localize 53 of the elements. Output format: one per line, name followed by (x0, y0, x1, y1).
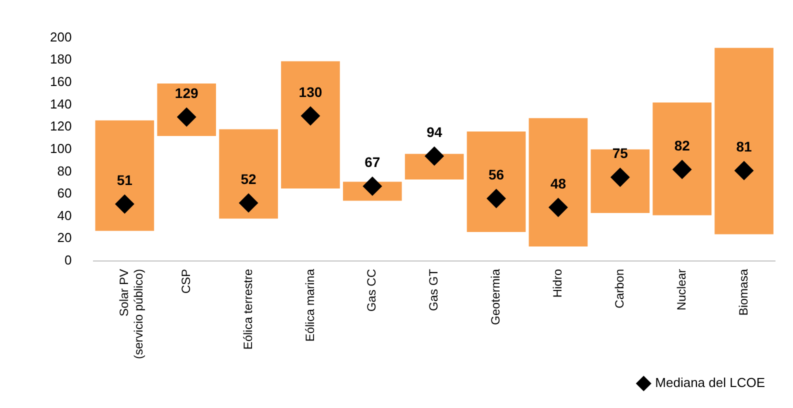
bar (466, 132, 526, 232)
data-label: 56 (488, 166, 504, 182)
point (115, 194, 134, 214)
x-tick-label: Eólica marina (302, 268, 317, 342)
point (734, 161, 754, 180)
point (300, 106, 320, 126)
y-tick-label: 80 (57, 163, 72, 178)
data-label: 81 (736, 138, 752, 154)
x-tick-label: Gas CC (364, 268, 379, 312)
data-label: 94 (426, 124, 442, 140)
point (239, 193, 258, 212)
x-tick-label: Carbon (612, 268, 626, 308)
x-tick-label: CSP (178, 268, 193, 294)
bar (652, 102, 712, 216)
y-tick-label: 160 (50, 74, 72, 90)
point (672, 160, 692, 179)
y-tick-label: 120 (50, 118, 72, 134)
data-label: 129 (174, 84, 198, 101)
y-tick-label: 100 (50, 140, 72, 156)
y-tick-label: 140 (50, 96, 72, 112)
x-tick-label: Hidro (550, 268, 565, 298)
bar (219, 129, 278, 219)
point (424, 146, 444, 166)
legend-label: Mediana del LCOE (655, 375, 766, 390)
point (486, 188, 506, 208)
data-label: 130 (298, 84, 322, 100)
x-tick-label: Gas GT (426, 268, 441, 311)
bar (404, 154, 464, 180)
data-label: 67 (364, 154, 380, 170)
bar (157, 84, 216, 136)
bar (95, 120, 154, 231)
x-tick-label: Solar PV (servicio público) (116, 268, 146, 359)
x-tick-label: Nuclear (674, 268, 688, 310)
data-label: 82 (674, 137, 690, 154)
y-tick-label: 180 (50, 52, 72, 67)
bar (590, 149, 650, 213)
x-tick-label: Biomasa (736, 268, 750, 316)
x-tick-label: Geotermia (488, 268, 503, 325)
point (362, 176, 382, 196)
point (548, 198, 568, 217)
y-tick-label: 0 (64, 252, 72, 268)
y-tick-label: 60 (57, 186, 72, 201)
y-tick-label: 40 (57, 208, 72, 223)
data-label: 48 (550, 175, 566, 192)
data-label: 51 (116, 172, 133, 188)
y-tick-label: 20 (57, 230, 72, 246)
x-tick-label: Eólica terrestre (240, 268, 255, 350)
bar (528, 118, 588, 246)
data-label: 52 (240, 170, 257, 187)
y-tick-label: 200 (50, 29, 72, 44)
bar (714, 48, 774, 234)
bar (281, 61, 340, 188)
data-label: 75 (612, 145, 628, 162)
